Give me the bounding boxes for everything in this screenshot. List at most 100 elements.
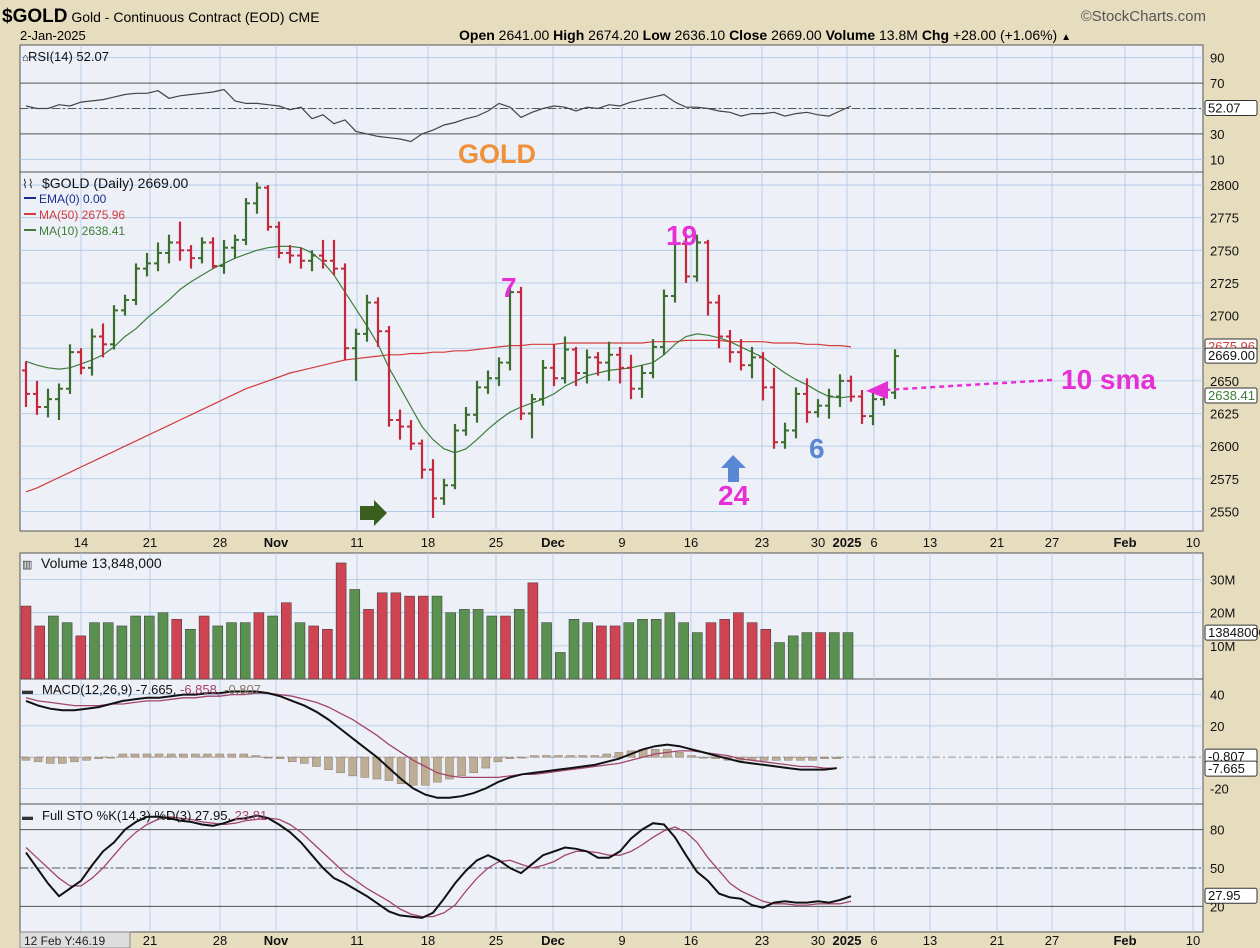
histogram-bar xyxy=(106,756,115,759)
ohlc-bar xyxy=(154,242,162,272)
sto-title: Full STO %K(14,3) %D(3) 27.95, 23.81 xyxy=(42,808,267,823)
histogram-bar xyxy=(771,756,781,761)
macd-last-value: -7.665 xyxy=(1208,761,1245,776)
volume-bars xyxy=(20,562,854,680)
ohlc-bar xyxy=(825,388,833,419)
panel-macd xyxy=(19,678,1204,805)
ohlc-bar xyxy=(341,263,349,360)
low-value: 2636.10 xyxy=(674,27,726,43)
histogram-bar xyxy=(154,753,164,758)
histogram-bar xyxy=(348,756,357,777)
x-tick-label: 18 xyxy=(421,933,435,948)
ohlc-bar xyxy=(506,286,514,371)
ohlc-bar xyxy=(99,323,107,358)
volume-bar xyxy=(609,625,621,680)
ohlc-bar xyxy=(363,294,371,342)
histogram-bar xyxy=(408,756,418,786)
x-tick-label: 11 xyxy=(350,535,364,550)
volume-bar xyxy=(746,622,758,680)
annotation-10-sma: 10 sma xyxy=(1061,364,1156,395)
histogram-bar xyxy=(166,753,176,758)
annotation-24: 24 xyxy=(718,480,750,511)
histogram-bar xyxy=(239,753,249,758)
x-tick-label: 16 xyxy=(684,933,698,948)
ohlc-bar xyxy=(814,399,822,418)
rsi-last-value-box xyxy=(1204,100,1258,116)
histogram-bar xyxy=(21,756,31,761)
legend-entry: MA(50) 2675.96 xyxy=(39,208,125,222)
volume-bar xyxy=(472,609,484,680)
x-tick-label: Nov xyxy=(264,933,289,948)
x-tick-label: Feb xyxy=(1113,535,1136,550)
ma50-line xyxy=(25,339,852,493)
volume-bar xyxy=(185,629,196,680)
volume-bar xyxy=(555,652,566,680)
y-tick-label: 30M xyxy=(1210,573,1235,588)
y-tick-label: 2700 xyxy=(1210,309,1239,324)
ohlc-bar xyxy=(561,336,569,384)
rsi-line xyxy=(25,88,852,143)
volume-bar xyxy=(363,609,374,680)
chg-label: Chg xyxy=(921,27,950,43)
ohlc-bar xyxy=(462,406,470,436)
ohlc-bar xyxy=(550,344,558,387)
x-tick-label: 25 xyxy=(489,933,503,948)
volume-bar xyxy=(294,622,306,680)
macd-horizontal-grid xyxy=(20,694,1203,789)
histogram-bar xyxy=(324,756,333,770)
x-tick-label: 30 xyxy=(811,933,825,948)
ohlc-bar xyxy=(539,359,547,406)
x-tick-label: 11 xyxy=(350,933,364,948)
x-tick-label: 27 xyxy=(1045,933,1059,948)
x-tick-label: Nov xyxy=(264,535,289,550)
histogram-bar xyxy=(590,755,599,758)
x-axis-labels: 14 21 21 28 28 Nov Nov 11 11 18 18 25 25 Dec Dec 9 9 16 16… xyxy=(74,535,1200,948)
y-tick-label: 80 xyxy=(1210,823,1224,838)
x-tick-label: 6 xyxy=(870,535,877,550)
volume-bar xyxy=(418,595,429,680)
open-label: Open xyxy=(459,27,495,43)
legend-entry: MA(10) 2638.41 xyxy=(39,224,125,238)
x-tick-label: 2025 xyxy=(833,933,862,948)
y-tick-label: 10M xyxy=(1210,639,1235,654)
volume-bar xyxy=(171,619,182,680)
y-tick-label: -20 xyxy=(1210,781,1229,796)
volume-bar xyxy=(719,619,730,680)
volume-bar xyxy=(130,615,141,680)
ohlc-bar xyxy=(33,380,41,415)
brand-label[interactable]: ©StockCharts.com xyxy=(1080,8,1206,25)
ohlc-bar xyxy=(187,245,195,269)
volume-bar xyxy=(239,622,251,680)
ohlc-bar xyxy=(803,378,811,423)
volume-bar xyxy=(61,622,73,680)
ohlc-bar xyxy=(407,420,415,451)
volume-bar xyxy=(253,612,265,680)
ohlc-bar xyxy=(44,388,52,418)
y-tick-label: 2550 xyxy=(1210,504,1239,519)
ohlc-bar xyxy=(517,286,525,421)
volume-bar xyxy=(760,629,772,680)
ohlc-bar xyxy=(638,365,646,398)
volume-bar xyxy=(678,622,689,680)
open-value: 2641.00 xyxy=(498,27,550,43)
price-y-axis-labels: 2800277527502725270026752650262526002575… xyxy=(1210,178,1239,519)
y-tick-label: 2750 xyxy=(1210,243,1239,258)
ohlc-bar xyxy=(209,237,217,269)
ma10-last-value-box xyxy=(1204,387,1258,404)
histogram-bar xyxy=(215,753,224,758)
annotation-19: 19 xyxy=(666,220,697,251)
volume-bar xyxy=(226,622,237,680)
histogram-bar xyxy=(179,753,188,758)
y-tick-label: 2575 xyxy=(1210,472,1239,487)
volume-last-value-box xyxy=(1204,624,1258,641)
ohlc-bar xyxy=(297,247,305,269)
sto-last-value: 27.95 xyxy=(1208,888,1241,903)
volume-bar xyxy=(89,622,100,680)
ohlc-bar xyxy=(891,349,899,400)
histogram-bar xyxy=(699,756,708,759)
histogram-bar xyxy=(602,753,612,758)
rsi-last-value: 52.07 xyxy=(1208,101,1241,116)
price-horizontal-grid xyxy=(20,184,1203,512)
volume-bar xyxy=(34,625,45,680)
ma10-last-value: 2638.41 xyxy=(1208,388,1255,403)
